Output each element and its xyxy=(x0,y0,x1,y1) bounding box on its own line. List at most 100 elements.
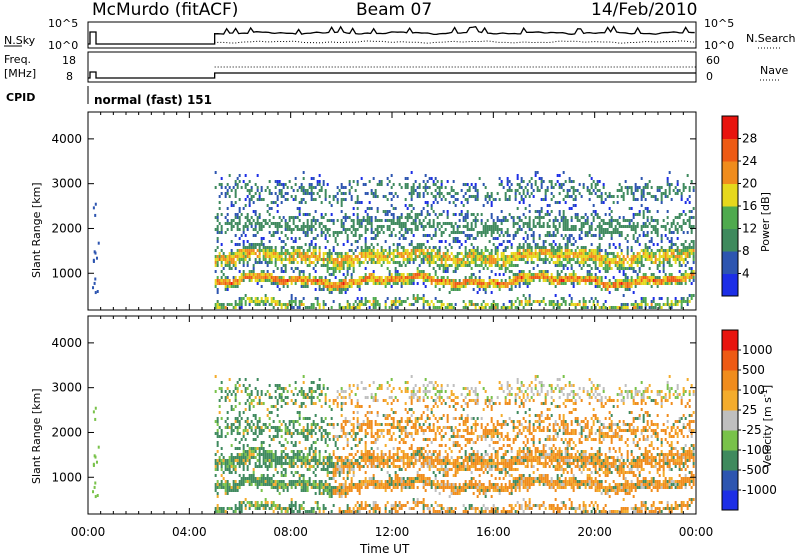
power-heatmap-cell xyxy=(346,273,349,276)
power-heatmap-cell xyxy=(232,285,235,288)
power-heatmap-cell xyxy=(304,306,307,309)
power-heatmap-cell xyxy=(418,264,421,267)
power-heatmap-cell xyxy=(256,249,259,252)
power-heatmap-cell xyxy=(564,180,567,183)
power-heatmap-cell xyxy=(606,252,609,255)
power-heatmap-cell xyxy=(538,246,541,249)
power-heatmap-cell xyxy=(600,288,603,291)
power-heatmap-cell xyxy=(294,195,297,198)
power-heatmap-cell xyxy=(462,306,465,309)
velocity-heatmap-cell xyxy=(258,417,261,420)
velocity-heatmap-cell xyxy=(268,396,271,399)
power-heatmap-cell xyxy=(448,234,451,237)
power-heatmap-cell xyxy=(366,249,369,252)
power-heatmap-cell xyxy=(606,195,609,198)
velocity-heatmap-cell xyxy=(276,462,279,465)
power-heatmap-cell xyxy=(676,237,679,240)
velocity-heatmap-cell xyxy=(242,468,245,471)
power-heatmap-cell xyxy=(500,231,503,234)
power-heatmap-cell xyxy=(338,279,341,282)
power-heatmap-cell xyxy=(664,303,667,306)
power-heatmap-cell xyxy=(648,210,651,213)
power-heatmap-cell xyxy=(570,282,573,285)
power-heatmap-cell xyxy=(642,195,645,198)
power-heatmap-cell xyxy=(332,282,335,285)
power-heatmap-cell xyxy=(286,258,289,261)
power-heatmap-cell xyxy=(530,252,533,255)
power-heatmap-cell xyxy=(508,189,511,192)
power-heatmap-cell xyxy=(406,297,409,300)
power-heatmap-cell xyxy=(520,186,523,189)
power-heatmap-cell xyxy=(256,273,259,276)
velocity-heatmap-cell xyxy=(236,486,239,489)
power-heatmap-cell xyxy=(296,252,299,255)
power-heatmap-cell xyxy=(550,246,553,249)
power-heatmap-cell xyxy=(362,216,365,219)
power-heatmap-cell xyxy=(480,249,483,252)
power-heatmap-cell xyxy=(234,213,237,216)
power-heatmap-cell xyxy=(386,276,389,279)
velocity-heatmap-cell xyxy=(226,465,229,468)
power-heatmap-cell xyxy=(550,186,553,189)
power-heatmap-cell xyxy=(232,276,235,279)
power-heatmap-cell xyxy=(634,306,637,309)
power-heatmap-cell xyxy=(434,183,437,186)
power-heatmap-cell xyxy=(246,252,249,255)
power-heatmap-cell xyxy=(534,180,537,183)
power-heatmap-cell xyxy=(664,282,667,285)
power-heatmap-cell xyxy=(464,255,467,258)
power-heatmap-cell xyxy=(398,264,401,267)
power-heatmap-cell xyxy=(246,261,249,264)
power-heatmap-cell xyxy=(668,231,671,234)
power-heatmap-cell xyxy=(632,258,635,261)
power-heatmap-cell xyxy=(338,252,341,255)
power-heatmap-cell xyxy=(234,243,237,246)
power-heatmap-cell xyxy=(362,276,365,279)
power-heatmap-cell xyxy=(552,234,555,237)
power-heatmap-cell xyxy=(578,255,581,258)
power-heatmap-cell xyxy=(642,231,645,234)
power-heatmap-cell xyxy=(578,282,581,285)
power-heatmap-cell xyxy=(582,258,585,261)
power-heatmap-cell xyxy=(388,225,391,228)
power-heatmap-cell xyxy=(658,297,661,300)
power-heatmap-cell xyxy=(260,273,263,276)
power-heatmap-cell xyxy=(640,255,643,258)
power-heatmap-cell xyxy=(286,186,289,189)
power-heatmap-cell xyxy=(640,282,643,285)
power-heatmap-cell xyxy=(246,225,249,228)
power-heatmap-cell xyxy=(214,261,217,264)
power-heatmap-cell xyxy=(364,219,367,222)
power-heatmap-cell xyxy=(568,261,571,264)
power-heatmap-cell xyxy=(560,261,563,264)
power-heatmap-cell xyxy=(636,282,639,285)
power-heatmap-cell xyxy=(270,234,273,237)
velocity-heatmap-cell xyxy=(258,465,261,468)
power-heatmap-cell xyxy=(248,243,251,246)
power-heatmap-cell xyxy=(410,273,413,276)
power-heatmap-cell xyxy=(276,285,279,288)
power-heatmap-cell xyxy=(438,279,441,282)
power-heatmap-cell xyxy=(258,276,261,279)
power-heatmap-cell xyxy=(308,243,311,246)
power-heatmap-cell xyxy=(258,261,261,264)
power-heatmap-cell xyxy=(326,270,329,273)
power-heatmap-cell xyxy=(288,225,291,228)
power-heatmap-cell xyxy=(576,279,579,282)
velocity-heatmap-cell xyxy=(232,489,235,492)
velocity-heatmap-cell xyxy=(262,459,265,462)
power-heatmap-cell xyxy=(584,252,587,255)
velocity-heatmap-cell xyxy=(220,381,223,384)
power-heatmap-cell xyxy=(370,222,373,225)
power-heatmap-cell xyxy=(588,228,591,231)
power-heatmap-cell xyxy=(586,264,589,267)
power-heatmap-cell xyxy=(474,216,477,219)
power-heatmap-cell xyxy=(496,225,499,228)
power-heatmap-cell xyxy=(224,285,227,288)
power-heatmap-cell xyxy=(426,261,429,264)
power-heatmap-cell xyxy=(668,255,671,258)
power-heatmap-cell xyxy=(346,228,349,231)
velocity-heatmap-cell xyxy=(214,420,217,423)
velocity-heatmap-cell xyxy=(256,426,259,429)
velocity-heatmap-cell xyxy=(214,465,217,468)
